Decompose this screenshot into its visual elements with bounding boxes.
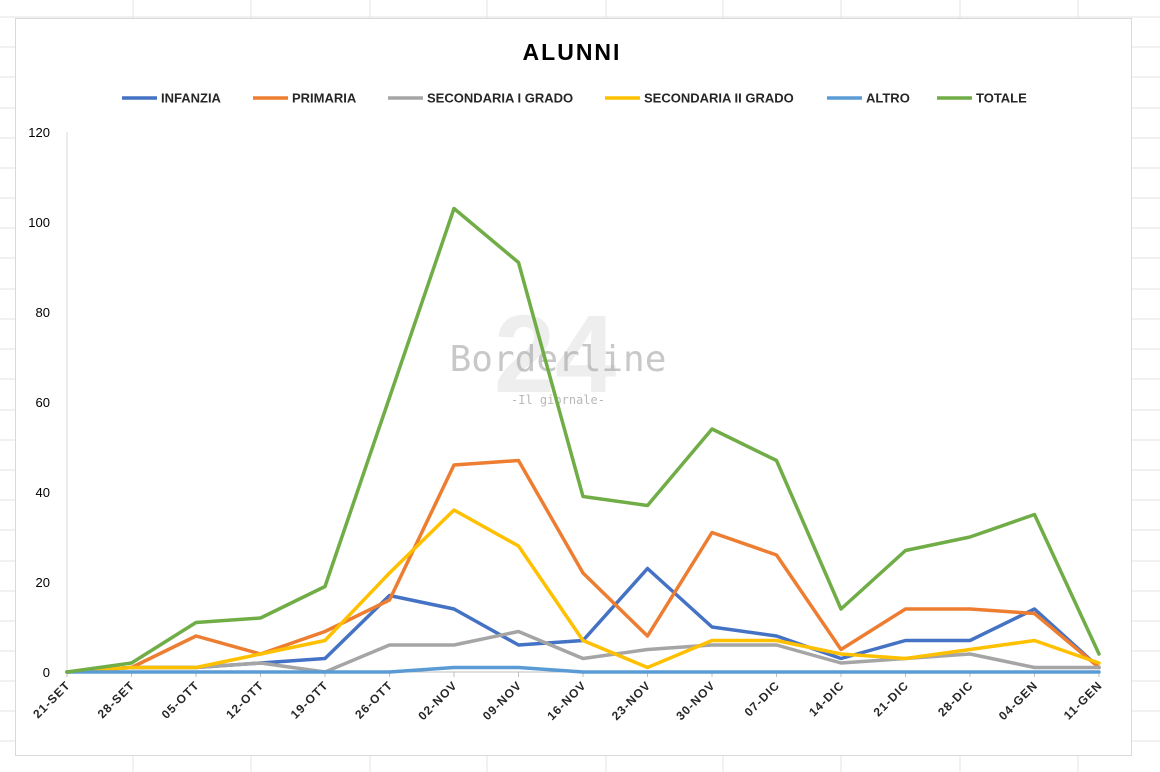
chart-area[interactable] <box>15 18 1132 756</box>
x-tick-label: 28-SET <box>95 678 138 721</box>
series-line <box>65 508 1101 674</box>
x-axis: 21-SET 28-SET 05-OTT 12-OTT 19-OTT 26-OTT 02-N… <box>30 671 1105 723</box>
x-tick-label: 23-NOV <box>609 678 654 723</box>
y-tick-label: 40 <box>36 485 50 500</box>
watermark-logo: Borderline <box>450 339 667 380</box>
x-tick-label: 26-OTT <box>352 678 395 721</box>
legend-label: ALTRO <box>866 91 910 106</box>
chart-title: ALUNNI <box>523 39 622 65</box>
x-tick-label: 07-DIC <box>742 678 783 719</box>
series-line <box>65 458 1101 674</box>
x-tick-label: 14-DIC <box>806 678 847 719</box>
y-tick-label: 80 <box>36 305 50 320</box>
y-tick-label: 120 <box>28 125 50 140</box>
y-tick-label: 100 <box>28 215 50 230</box>
y-tick-label: 20 <box>36 575 50 590</box>
legend-item[interactable]: SECONDARIA I GRADO <box>388 91 573 106</box>
x-tick-label: 21-DIC <box>871 678 912 719</box>
series-line <box>65 206 1101 674</box>
legend-label: INFANZIA <box>161 91 222 106</box>
series-line <box>65 665 1101 674</box>
x-tick-label: 30-NOV <box>673 678 718 723</box>
x-tick-label: 09-NOV <box>480 678 525 723</box>
legend: INFANZIA PRIMARIA SECONDARIA I GRADO SECOND… <box>122 91 1027 106</box>
legend-item[interactable]: PRIMARIA <box>253 91 357 106</box>
legend-label: TOTALE <box>976 91 1027 106</box>
legend-label: PRIMARIA <box>292 91 357 106</box>
x-tick-label: 21-SET <box>30 678 73 721</box>
legend-item[interactable]: INFANZIA <box>122 91 222 106</box>
x-tick-label: 12-OTT <box>223 678 266 721</box>
y-tick-label: 60 <box>36 395 50 410</box>
watermark: 24 Borderline -Il giornale- <box>450 293 667 416</box>
x-tick-label: 11-GEN <box>1061 678 1105 722</box>
x-tick-label: 05-OTT <box>159 678 202 721</box>
legend-item[interactable]: SECONDARIA II GRADO <box>605 91 794 106</box>
legend-item[interactable]: TOTALE <box>937 91 1027 106</box>
series-layer <box>65 206 1101 674</box>
x-tick-label: 04-GEN <box>996 678 1041 723</box>
y-axis: 0 20 40 60 80 100 120 <box>28 125 68 680</box>
legend-label: SECONDARIA II GRADO <box>644 91 794 106</box>
x-tick-label: 02-NOV <box>415 678 460 723</box>
x-tick-label: 19-OTT <box>288 678 331 721</box>
legend-label: SECONDARIA I GRADO <box>427 91 573 106</box>
x-tick-label: 28-DIC <box>935 678 976 719</box>
legend-item[interactable]: ALTRO <box>827 91 910 106</box>
y-tick-label: 0 <box>43 665 50 680</box>
x-tick-label: 16-NOV <box>544 678 589 723</box>
